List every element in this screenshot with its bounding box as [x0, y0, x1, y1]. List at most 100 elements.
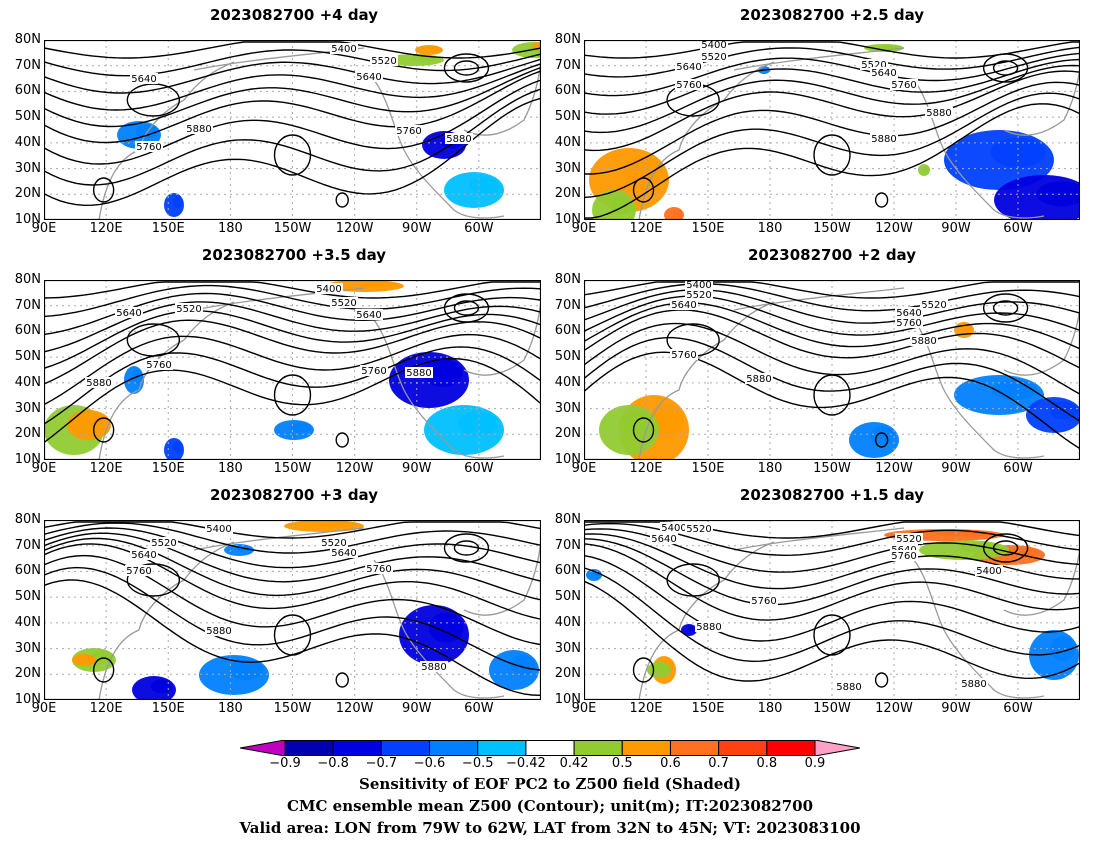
svg-text:5640: 5640 [896, 308, 921, 319]
panel-title: 2023082700 +3.5 day [201, 246, 387, 264]
svg-text:5760: 5760 [671, 350, 696, 361]
svg-text:5880: 5880 [926, 108, 951, 119]
svg-text:5880: 5880 [696, 622, 721, 633]
y-tick-label: 80N [14, 32, 41, 47]
contour-label: 5520 [370, 55, 398, 67]
colorbar-tick-label: −0.8 [317, 756, 349, 771]
contour-label: 5880 [205, 625, 233, 637]
y-tick-label: 20N [554, 426, 581, 442]
y-tick-label: 30N [554, 160, 581, 176]
x-tick-label: 180 [217, 701, 243, 716]
y-tick-label: 30N [14, 160, 41, 176]
x-tick-label: 150W [813, 221, 851, 236]
contour-label: 5520 [860, 59, 888, 71]
contour-label: 5640 [650, 533, 678, 545]
colorbar-swatch [718, 740, 768, 756]
x-tick-label: 60W [464, 701, 494, 716]
svg-text:5520: 5520 [176, 304, 201, 315]
panel-title: 2023082700 +2.5 day [739, 6, 925, 24]
panel-title: 2023082700 +1.5 day [739, 486, 925, 504]
contour-label: 5520 [895, 533, 923, 545]
x-tick-label: 90E [571, 701, 597, 716]
x-tick-label: 150E [151, 461, 185, 476]
x-tick-label: 150W [273, 461, 312, 476]
colorbar [240, 740, 860, 756]
y-tick-label: 30N [14, 640, 41, 656]
contour-label: 5520 [685, 289, 713, 301]
x-tick-label: 90W [941, 221, 971, 236]
map-plot: 5400552056405520564057605400576058805880… [584, 520, 1080, 700]
contour-label: 5520 [685, 523, 713, 535]
svg-text:5880: 5880 [406, 368, 431, 379]
svg-text:5640: 5640 [671, 300, 696, 311]
colorbar-tick-label: 0.8 [756, 756, 778, 771]
x-tick-label: 120E [89, 461, 123, 476]
x-tick-label: 60W [1003, 701, 1033, 716]
x-tick-label: 60W [1003, 461, 1033, 476]
svg-text:5400: 5400 [686, 280, 711, 291]
panel-title: 2023082700 +2 day [748, 246, 916, 264]
y-tick-label: 40N [14, 614, 41, 630]
x-tick-label: 150E [691, 461, 725, 476]
contour-label: 5880 [445, 133, 473, 145]
contour-label: 5640 [870, 67, 898, 79]
x-tick-label: 90E [31, 221, 57, 236]
colorbar-swatch [429, 740, 479, 756]
y-tick-label: 40N [554, 374, 581, 390]
panel-3: 2023082700 +3.5 day 5400 5520 5640 5520 5640… [0, 240, 545, 480]
svg-text:5760: 5760 [896, 318, 921, 329]
svg-text:5760: 5760 [146, 360, 171, 371]
colorbar-tick-label: −0.5 [461, 756, 494, 771]
y-tick-label: 10N [14, 212, 41, 227]
map-plot: 5400 5520 5640 5640 5880 5760 5760 5880 [44, 40, 541, 220]
contour-label: 5640 [130, 549, 158, 561]
y-tick-label: 40N [14, 374, 41, 390]
y-tick-label: 70N [14, 297, 41, 313]
colorbar-swatch [621, 740, 671, 756]
y-tick-label: 40N [554, 614, 581, 630]
contour-label: 5760 [125, 565, 153, 577]
svg-text:5520: 5520 [921, 300, 946, 311]
contour-label: 5760 [670, 349, 698, 361]
x-tick-label: 90W [941, 701, 971, 716]
colorbar-tick-label: 0.6 [660, 756, 681, 771]
contour-label: 5880 [925, 107, 953, 119]
svg-text:5640: 5640 [356, 72, 381, 83]
x-tick-label: 90W [402, 461, 432, 476]
contour-label: 5880 [910, 335, 938, 347]
y-tick-label: 40N [14, 134, 41, 150]
contour-label: 5880 [85, 377, 113, 389]
svg-text:5520: 5520 [861, 60, 886, 71]
colorbar-tick-label: −0.9 [269, 756, 301, 771]
svg-text:5880: 5880 [911, 336, 936, 347]
svg-text:5520: 5520 [331, 298, 356, 309]
x-tick-label: 150W [273, 701, 312, 716]
y-tick-label: 60N [14, 83, 41, 99]
svg-text:5640: 5640 [356, 310, 381, 321]
svg-text:5400: 5400 [701, 40, 726, 51]
colorbar-tick-label: 0.42 [559, 756, 589, 771]
colorbar-tick-label: −0.42 [505, 756, 546, 771]
svg-text:5400: 5400 [206, 524, 231, 535]
contour-label: 5760 [895, 317, 923, 329]
svg-text:5880: 5880 [206, 626, 231, 637]
svg-text:5760: 5760 [136, 142, 161, 153]
y-tick-label: 20N [14, 666, 41, 682]
x-tick-label: 90W [402, 701, 432, 716]
contour-label: 5880 [745, 373, 773, 385]
y-tick-label: 30N [14, 400, 41, 416]
caption-line-3: Valid area: LON from 79W to 62W, LAT fro… [239, 819, 861, 837]
x-tick-label: 60W [464, 221, 494, 236]
svg-text:5760: 5760 [676, 80, 701, 91]
y-tick-label: 80N [554, 272, 581, 287]
x-tick-label: 120W [335, 461, 374, 476]
colorbar-tick-label: 0.9 [804, 756, 826, 771]
caption-line-2: CMC ensemble mean Z500 (Contour); unit(m… [286, 797, 814, 815]
contour-label: 5400 [330, 43, 358, 55]
y-tick-label: 20N [14, 186, 41, 202]
colorbar-tick-label: 0.5 [611, 756, 633, 771]
x-tick-label: 60W [464, 461, 494, 476]
contour-label: 5760 [395, 125, 423, 137]
svg-text:5640: 5640 [116, 308, 141, 319]
